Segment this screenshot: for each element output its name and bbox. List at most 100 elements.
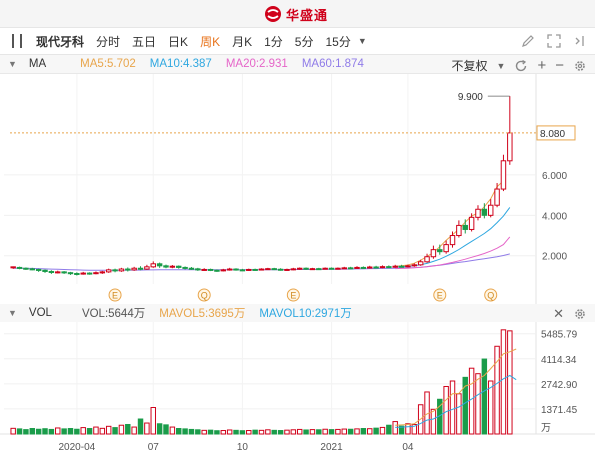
draw-pen-icon[interactable] [521,34,535,48]
volume-bar [214,430,220,435]
candle-body [233,268,239,271]
tab-15min[interactable]: 15分 [325,34,351,49]
vol-indicator-name[interactable]: VOL [28,307,52,319]
volume-bar [233,429,239,435]
close-vol-icon[interactable]: ✕ [553,306,564,321]
candle-body [443,244,449,253]
volume-bar [226,429,233,435]
ma5-line [395,180,504,267]
adjust-select[interactable]: 不复权 [451,59,488,73]
volume-chart[interactable]: 5485.79 4114.34 2742.90 1371.45 万 2020-04 07 10… [0,322,595,463]
price-tick-label: 2.000 [542,252,567,263]
main-indicator-name[interactable]: MA [28,58,47,70]
event-marker-circle [484,288,498,302]
volume-bar [55,427,61,435]
tab-daily-k[interactable]: 日K [168,34,189,49]
volume-bar [468,367,475,435]
candle-body [271,268,277,271]
candle-body [411,264,418,267]
volume-bar [201,429,207,435]
volume-bar [48,428,55,435]
side-panel-icon[interactable] [573,34,587,48]
volume-bar [67,428,74,435]
volume-bar [195,429,201,435]
volume-bar [207,429,214,435]
candle-body [131,267,137,271]
volume-bar [347,428,354,435]
candle-body [175,265,182,268]
candle-body [296,267,303,270]
candle-body [265,268,271,271]
app-header: 华盛通 [0,0,595,28]
volume-bar [265,429,271,435]
tab-monthly-k[interactable]: 月K [232,34,253,49]
candle-body [188,267,195,270]
tab-weekly-k[interactable]: 周K [200,34,221,49]
add-indicator-icon[interactable]: + [537,57,547,74]
volume-bar [290,429,297,435]
candle-body [195,268,201,271]
adjust-dropdown-icon[interactable]: ▼ [496,60,506,71]
volume-bar [125,423,131,435]
volume-unit-label: 万 [541,423,551,434]
volume-bar [341,428,348,435]
volume-bar [271,429,277,435]
tab-5min[interactable]: 5分 [294,34,314,49]
settings-gear-icon[interactable] [573,59,587,73]
volume-bar [246,430,252,435]
volume-bar [475,373,481,435]
volume-bar [80,427,86,435]
candle-body [67,272,74,275]
refresh-icon[interactable] [514,59,528,73]
candle-body [48,270,55,273]
candle-body [500,160,507,190]
volume-bar [220,430,227,435]
volume-bar [163,424,169,435]
tab-1min[interactable]: 1分 [264,34,283,49]
panel-toggle-icon[interactable] [12,34,22,48]
event-marker-label: E [437,291,443,301]
candle-body [386,266,392,269]
candle-body [494,188,500,206]
candle-body [398,265,405,268]
volume-bar [182,428,188,435]
candle-body [468,216,475,230]
candlestick-chart[interactable]: 2.000 4.000 6.000 8.080 9.900 E Q E E Q [0,74,595,304]
tab-five-day[interactable]: 五日 [132,34,157,49]
volume-bar [175,428,182,435]
candle-body [347,267,354,270]
fullscreen-icon[interactable] [547,34,561,48]
brand-logo-icon [265,6,281,22]
candle-body [144,266,150,270]
volume-bar [487,380,494,435]
candle-body [42,269,48,272]
candle-body [207,268,214,271]
volume-tick-label: 2742.90 [541,380,578,391]
vol-settings-gear-icon[interactable] [573,307,587,321]
more-periods-dropdown-icon[interactable]: ▼ [357,36,367,46]
volume-bar [258,429,265,435]
volume-bar [42,428,48,435]
vol-value: VOL:5644万 [81,308,146,320]
collapse-main-icon[interactable]: ▼ [8,59,17,69]
ma10-value: MA10:4.387 [149,58,212,70]
volume-bar [137,418,144,435]
volume-bar [150,407,156,435]
volume-bar [239,430,246,435]
candle-body [290,268,297,271]
candle-body [277,268,284,271]
candle-body [341,267,348,270]
candle-body [367,266,373,269]
volume-bar [462,376,468,435]
volume-bar [296,428,303,435]
candle-body [23,267,29,270]
candle-body [360,266,367,269]
tab-intraday[interactable]: 分时 [96,34,121,49]
volume-bar [379,426,386,435]
volume-bar [316,429,322,435]
volume-bar [328,429,335,435]
volume-bar [494,345,500,435]
remove-indicator-icon[interactable]: − [555,57,564,74]
collapse-vol-icon[interactable]: ▼ [8,308,17,318]
candle-body [303,267,309,270]
